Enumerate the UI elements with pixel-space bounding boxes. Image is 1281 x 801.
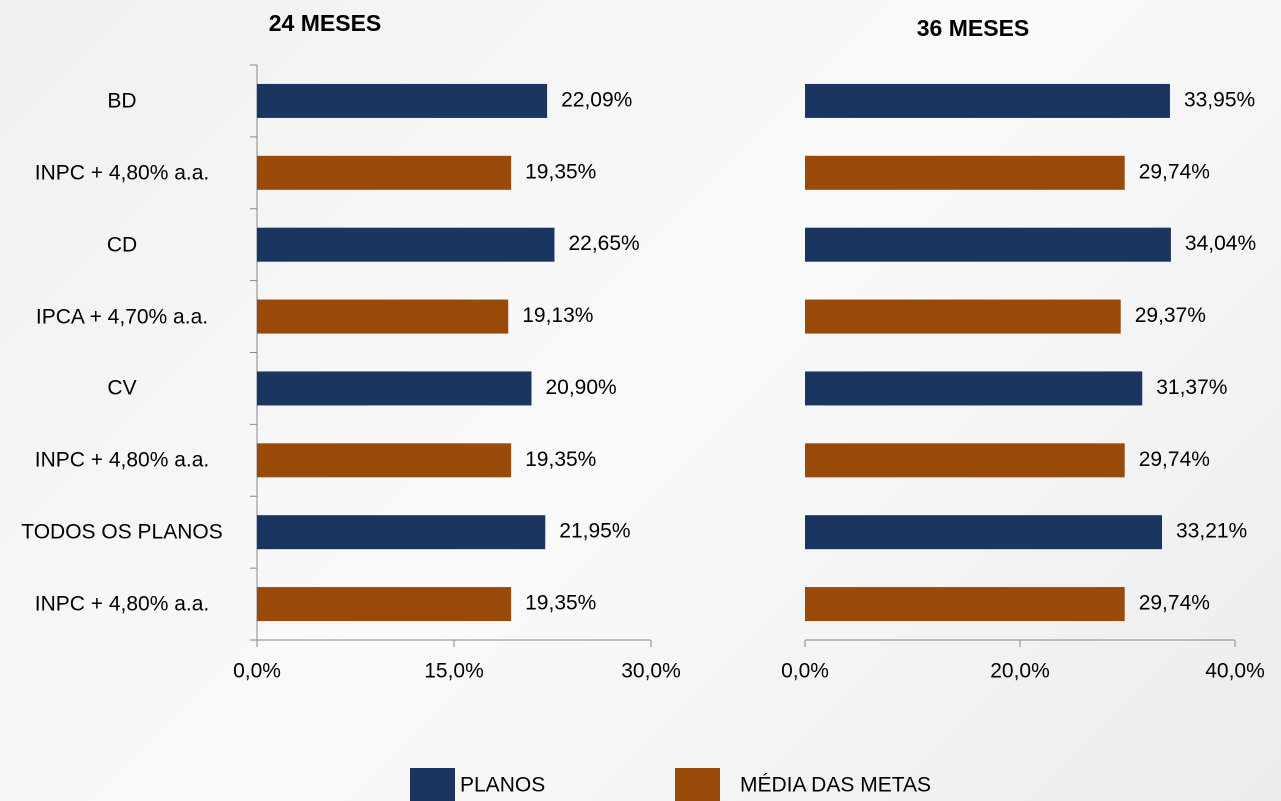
bar — [257, 443, 512, 478]
value-label: 19,35% — [525, 160, 596, 183]
y-tick-label: TODOS OS PLANOS — [21, 520, 223, 544]
bar — [805, 443, 1125, 478]
bar — [805, 515, 1163, 550]
legend-label: PLANOS — [460, 774, 545, 797]
value-label: 19,35% — [525, 448, 596, 471]
bar — [805, 299, 1121, 334]
value-label: 21,95% — [559, 520, 630, 543]
legend-swatch — [675, 768, 720, 801]
value-label: 19,13% — [522, 304, 593, 327]
value-label: 29,37% — [1135, 304, 1206, 327]
x-tick-label: 30,0% — [621, 660, 681, 683]
value-label: 29,74% — [1139, 592, 1210, 615]
legend-label: MÉDIA DAS METAS — [740, 774, 931, 797]
bar — [805, 227, 1171, 262]
bar — [805, 371, 1143, 406]
y-tick-label: CD — [106, 233, 138, 257]
y-tick-label: INPC + 4,80% a.a. — [34, 161, 210, 185]
x-tick-label: 40,0% — [1205, 660, 1265, 683]
bar — [805, 83, 1170, 118]
y-tick-label: IPCA + 4,70% a.a. — [35, 305, 209, 329]
chart-title: 24 MESES — [269, 10, 382, 36]
y-tick-label: CV — [107, 376, 137, 400]
y-tick-label: INPC + 4,80% a.a. — [34, 448, 210, 472]
x-tick-label: 0,0% — [233, 660, 281, 683]
value-label: 33,21% — [1176, 520, 1247, 543]
bar — [257, 299, 509, 334]
y-tick-label: INPC + 4,80% a.a. — [34, 592, 210, 616]
value-label: 29,74% — [1139, 160, 1210, 183]
bar — [257, 515, 546, 550]
y-tick-label: BD — [107, 89, 137, 113]
x-tick-label: 15,0% — [424, 660, 484, 683]
bar — [805, 155, 1125, 190]
bar — [805, 587, 1125, 622]
value-label: 31,37% — [1156, 376, 1227, 399]
legend-swatch — [410, 768, 455, 801]
value-label: 34,04% — [1185, 232, 1256, 255]
value-label: 20,90% — [545, 376, 616, 399]
x-tick-label: 20,0% — [990, 660, 1050, 683]
x-tick-label: 0,0% — [781, 660, 829, 683]
bar — [257, 83, 548, 118]
bar — [257, 371, 532, 406]
value-label: 33,95% — [1184, 88, 1255, 111]
value-label: 19,35% — [525, 592, 596, 615]
bar — [257, 155, 512, 190]
value-label: 22,09% — [561, 88, 632, 111]
chart-title: 36 MESES — [917, 15, 1030, 41]
bar — [257, 587, 512, 622]
value-label: 22,65% — [568, 232, 639, 255]
value-label: 29,74% — [1139, 448, 1210, 471]
bar — [257, 227, 555, 262]
